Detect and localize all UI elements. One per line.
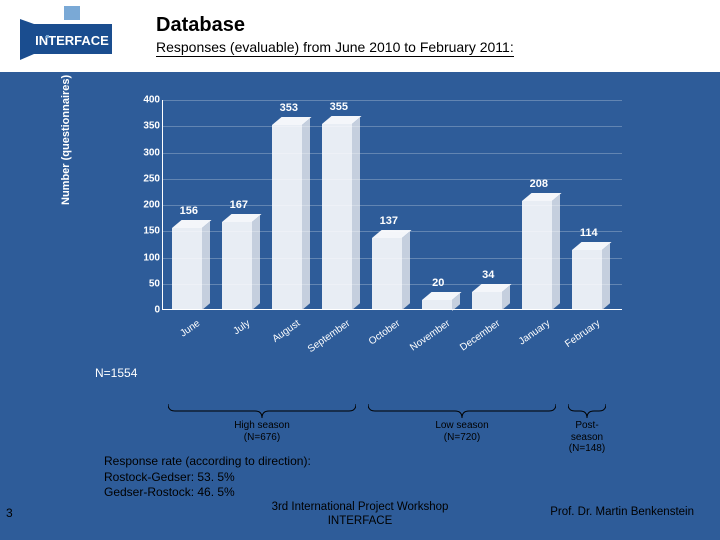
brace-icon xyxy=(168,404,356,418)
response-rate-l3: Gedser-Rostock: 46. 5% xyxy=(104,485,311,501)
response-rate-title: Response rate (according to direction): xyxy=(104,454,311,470)
season-brace: Low season(N=720) xyxy=(368,404,556,443)
response-rate-block: Response rate (according to direction): … xyxy=(104,454,311,501)
brace-label-l1: High season xyxy=(168,420,356,432)
bar-chart: Number (questionnaires) 0501001502002503… xyxy=(90,100,630,370)
footer-center-l1: 3rd International Project Workshop xyxy=(272,500,449,514)
bar-value-label: 353 xyxy=(280,102,298,114)
grid-line xyxy=(162,153,622,154)
bar-front xyxy=(472,292,502,310)
n-total-label: N=1554 xyxy=(95,366,137,380)
bar-side xyxy=(552,194,560,310)
y-tick: 0 xyxy=(132,305,160,316)
response-rate-l2: Rostock-Gedser: 53. 5% xyxy=(104,470,311,486)
page-subtitle: Responses (evaluable) from June 2010 to … xyxy=(156,39,514,57)
bar-front xyxy=(172,228,202,310)
bar-front xyxy=(572,250,602,310)
bar-value-label: 137 xyxy=(380,215,398,227)
y-tick: 100 xyxy=(132,252,160,263)
grid-line xyxy=(162,205,622,206)
bar: 167 xyxy=(222,222,252,310)
brace-label-l2: (N=676) xyxy=(168,432,356,444)
bar-side xyxy=(302,118,310,310)
grid-line xyxy=(162,126,622,127)
footer-author: Prof. Dr. Martin Benkenstein xyxy=(550,506,694,518)
brace-icon xyxy=(568,404,606,418)
grid-line xyxy=(162,179,622,180)
bar-value-label: 114 xyxy=(580,227,598,239)
bar: 114 xyxy=(572,250,602,310)
page-title: Database xyxy=(156,14,720,37)
brace-label-l2: (N=148) xyxy=(568,443,606,455)
plot-area: 1561673533551372034208114 JuneJulyAugust… xyxy=(162,100,622,310)
footer-center: 3rd International Project Workshop INTER… xyxy=(272,500,449,529)
brace-label-l2: (N=720) xyxy=(368,432,556,444)
brace-icon xyxy=(368,404,556,418)
title-block: Database Responses (evaluable) from June… xyxy=(156,8,720,57)
bar-side xyxy=(602,243,610,310)
y-tick: 350 xyxy=(132,121,160,132)
bar-front xyxy=(372,238,402,310)
bar-side xyxy=(202,221,210,310)
grid-line xyxy=(162,231,622,232)
bar-value-label: 34 xyxy=(482,269,494,281)
y-tick: 400 xyxy=(132,95,160,106)
bar-front xyxy=(222,222,252,310)
y-axis-label: Number (questionnaires) xyxy=(60,75,72,205)
season-brace: Post-season(N=148) xyxy=(568,404,606,455)
bar: 156 xyxy=(172,228,202,310)
y-axis-line xyxy=(162,100,163,310)
y-axis: 050100150200250300350400 xyxy=(130,100,160,310)
y-tick: 300 xyxy=(132,147,160,158)
page-number: 3 xyxy=(6,506,13,520)
bar-value-label: 20 xyxy=(432,277,444,289)
grid-line xyxy=(162,284,622,285)
bar-value-label: 156 xyxy=(180,205,198,217)
y-tick: 150 xyxy=(132,226,160,237)
bar: 137 xyxy=(372,238,402,310)
bar-side xyxy=(252,216,260,310)
bar-value-label: 355 xyxy=(330,101,348,113)
grid-line xyxy=(162,100,622,101)
grid-line xyxy=(162,258,622,259)
interface-logo: INTERFACE xyxy=(18,6,128,64)
slide: INTERFACE Database Responses (evaluable)… xyxy=(0,0,720,540)
season-brace: High season(N=676) xyxy=(168,404,356,443)
bar: 208 xyxy=(522,201,552,310)
header: INTERFACE Database Responses (evaluable)… xyxy=(0,0,720,72)
y-tick: 50 xyxy=(132,278,160,289)
brace-label-l1: Low season xyxy=(368,420,556,432)
footer-center-l2: INTERFACE xyxy=(272,514,449,528)
y-tick: 250 xyxy=(132,173,160,184)
bar-side xyxy=(402,231,410,310)
bar-side xyxy=(352,117,360,310)
x-axis-line xyxy=(162,309,622,310)
bar-front xyxy=(522,201,552,310)
bar: 34 xyxy=(472,292,502,310)
y-tick: 200 xyxy=(132,200,160,211)
brace-label-l1: Post-season xyxy=(568,420,606,443)
